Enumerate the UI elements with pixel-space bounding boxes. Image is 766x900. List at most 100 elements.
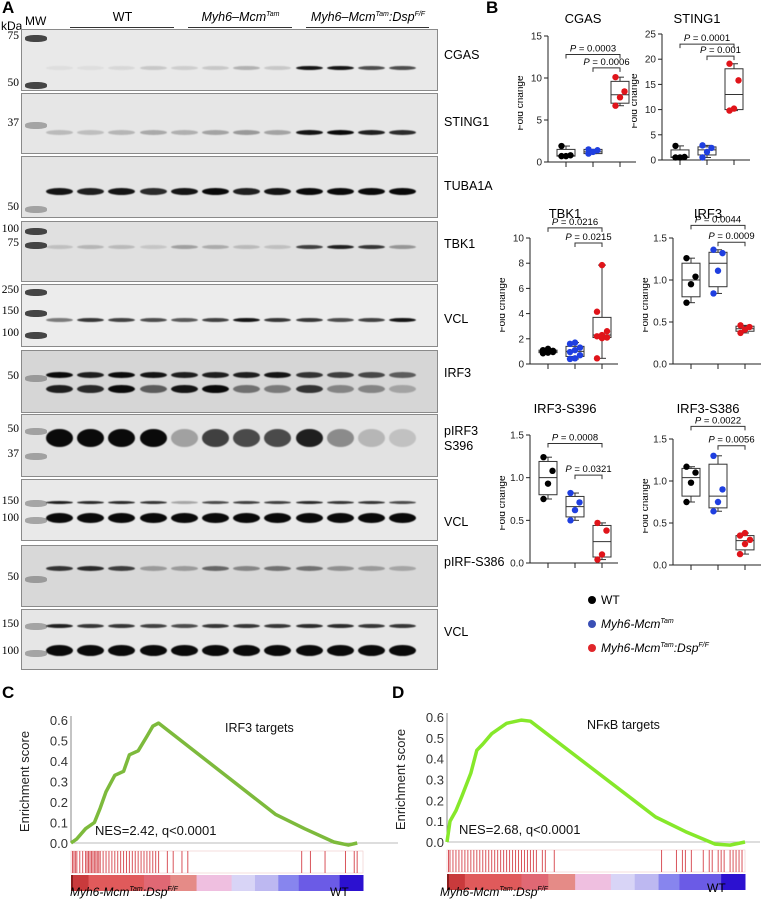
protein-band: [46, 624, 73, 628]
data-point: [737, 322, 744, 329]
data-point: [687, 281, 695, 288]
chart-title: IRF3: [694, 206, 722, 221]
protein-band: [202, 372, 229, 378]
protein-band: [389, 429, 417, 447]
protein-band: [326, 385, 354, 393]
svg-text:Fold change: Fold change: [643, 277, 651, 332]
protein-label: CGAS: [444, 48, 480, 62]
protein-band: [264, 187, 292, 195]
protein-band: [202, 66, 229, 70]
data-point: [710, 452, 717, 459]
group-label-dsp: Myh6–McmTam:DspF/F: [310, 10, 426, 24]
data-point: [549, 347, 557, 354]
group-label-wt: WT: [112, 10, 133, 24]
protein-band: [389, 513, 417, 523]
data-point: [594, 147, 601, 154]
svg-text:0.5: 0.5: [653, 318, 667, 329]
protein-band: [295, 429, 323, 447]
protein-band: [46, 318, 73, 322]
svg-text:Enrichment score: Enrichment score: [17, 731, 32, 832]
protein-band: [170, 513, 198, 523]
protein-band: [77, 565, 105, 571]
protein-band: [358, 318, 385, 322]
legend-item-wt: WT: [588, 593, 620, 607]
mw-ladder-band: [25, 650, 47, 657]
protein-band: [389, 624, 417, 628]
protein-band: [389, 187, 417, 195]
boxplot-tbk1: TBK1 0 2 4 6 8 10 Fold change P = 0.0216 P = 0.02…: [500, 206, 618, 371]
data-point: [585, 146, 592, 153]
data-point: [544, 345, 552, 353]
protein-band: [46, 500, 73, 504]
data-point: [735, 77, 742, 84]
protein-band: [108, 129, 136, 135]
data-point: [539, 346, 547, 354]
svg-text:0: 0: [518, 360, 524, 371]
data-point: [603, 527, 610, 534]
boxplot-irf3-s386: IRF3-S386 0.0 0.5 1.0 1.5 Fold change P = 0.00…: [643, 401, 761, 572]
data-point: [736, 532, 744, 539]
data-point: [714, 267, 722, 274]
mw-marker-label: 150: [1, 495, 19, 507]
data-point: [567, 489, 574, 497]
mw-ladder-band: [25, 576, 47, 583]
protein-band: [77, 429, 105, 447]
protein-band: [295, 245, 323, 249]
protein-band: [46, 513, 73, 523]
protein-band: [46, 644, 73, 656]
mw-ladder-band: [25, 228, 47, 235]
protein-band: [295, 644, 323, 656]
protein-band: [202, 565, 229, 571]
protein-band: [170, 187, 198, 195]
protein-band: [202, 513, 229, 523]
protein-band: [108, 644, 136, 656]
protein-band: [170, 624, 198, 628]
data-point: [708, 144, 715, 152]
mw-marker-label: 100: [1, 223, 19, 235]
data-point: [710, 290, 717, 297]
protein-band: [233, 644, 261, 656]
mw-marker-label: 37: [7, 117, 20, 129]
protein-band: [326, 644, 354, 656]
mw-ladder-band: [25, 428, 47, 435]
group-underline-dsp: [306, 27, 429, 28]
svg-text:25: 25: [645, 30, 657, 41]
protein-band: [170, 129, 198, 135]
protein-band: [264, 429, 292, 447]
protein-band: [77, 129, 105, 135]
protein-band: [326, 513, 354, 523]
protein-band: [77, 385, 105, 393]
data-point: [571, 506, 579, 514]
mw-marker-label: 50: [7, 370, 20, 382]
legend-dot-mcm: [588, 620, 596, 628]
protein-band: [389, 385, 417, 393]
mw-marker-label: 50: [7, 201, 20, 213]
protein-label: pIRF-S386: [444, 555, 505, 569]
protein-band: [77, 245, 105, 249]
protein-band: [233, 500, 261, 504]
mw-ladder-band: [25, 289, 47, 296]
protein-band: [170, 372, 198, 378]
protein-band: [295, 500, 323, 504]
boxplot-cgas: CGAS 0 5 10 15 Fold change P = 0.0003 P = 0.000…: [518, 11, 636, 169]
protein-band: [295, 565, 323, 571]
protein-band: [326, 372, 354, 378]
protein-band: [358, 500, 385, 504]
protein-band: [389, 565, 417, 571]
protein-band: [170, 245, 198, 249]
data-point: [598, 551, 606, 558]
enrichment-curve: [445, 718, 746, 847]
data-point: [746, 536, 754, 543]
protein-band: [170, 318, 198, 322]
mw-ladder-band: [25, 332, 47, 339]
svg-text:Enrichment score: Enrichment score: [393, 729, 408, 830]
protein-band: [389, 644, 417, 656]
p-value-label: P = 0.0215: [565, 232, 611, 243]
data-point: [683, 299, 690, 306]
gsea-d-right-group: WT: [707, 881, 726, 895]
protein-band: [77, 644, 105, 656]
protein-band: [389, 318, 417, 322]
protein-band: [326, 245, 354, 249]
svg-text:10: 10: [531, 74, 543, 85]
data-point: [549, 467, 556, 475]
